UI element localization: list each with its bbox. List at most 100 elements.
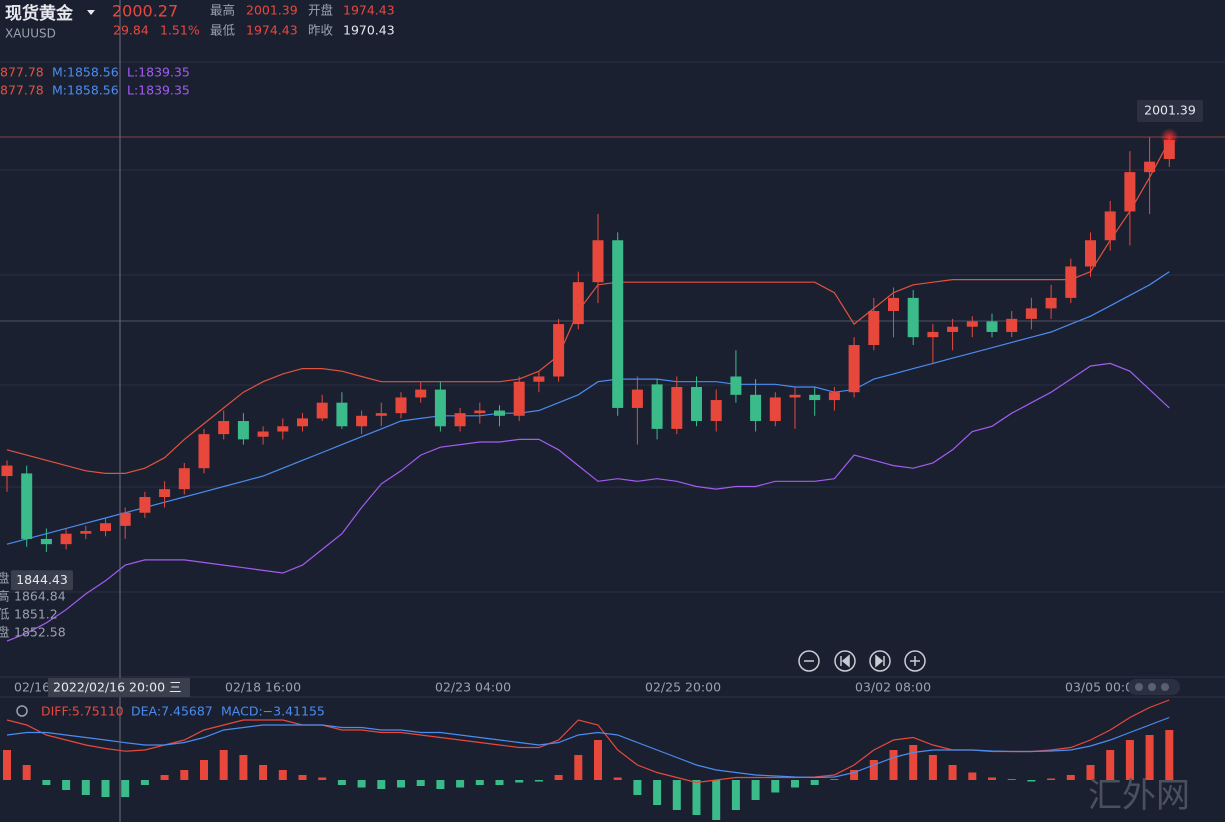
stat-label: 开盘 [308,3,333,18]
candle-body [316,402,328,419]
tooltip-key: 低 [0,607,10,622]
zoom-in[interactable] [904,650,926,672]
scroll-dots[interactable] [1128,679,1180,695]
macd-bar [751,780,760,800]
time-label: 02/16 [14,680,50,695]
macd-bar [653,780,662,805]
boll-upper: 877.78 [0,83,44,98]
candle-body [1025,308,1037,319]
candle-body [80,531,92,534]
macd-bar [988,777,996,780]
macd-bar [1145,735,1154,780]
high-label-box [1137,100,1203,123]
time-label: 02/25 20:00 [645,680,721,695]
macd-bar [219,750,228,780]
candle-body [375,413,387,416]
candle-body [257,431,269,437]
candle-body [1163,139,1175,160]
candle-body [888,297,899,311]
candle-body [395,397,407,414]
macd-bar [160,775,169,780]
stat-value: 2001.39 [246,3,298,18]
macd-bar [869,760,878,780]
step-back[interactable] [834,650,856,672]
candle-body [730,376,742,395]
watermark: 汇外网 [1088,776,1190,816]
candle-body [1006,318,1018,332]
macd-bar [397,780,405,788]
candle-body [966,321,978,327]
macd-bar [3,750,11,780]
macd-bar [948,765,957,780]
crosshair-time: 2022/02/16 20:00 三 [53,680,182,695]
candle-body [710,400,722,422]
macd-bar [337,780,346,785]
boll-upper: 877.78 [0,65,44,80]
macd-bar [475,780,484,785]
macd-bar [377,780,386,789]
macd-bar [357,780,366,788]
dropdown[interactable] [87,10,95,15]
symbol: XAUUSD [5,27,56,41]
macd-bar [278,770,287,780]
candle-body [159,489,171,498]
boll-mid: M:1858.56 [52,83,119,98]
zoom-controls [798,650,926,672]
macd-bar [791,780,799,788]
stat-label: 昨收 [308,23,334,38]
stat-label: 最低 [210,23,236,38]
macd-bar [810,780,819,785]
candle-body [297,418,308,427]
candle-body [769,397,781,422]
tooltip-value: 1864.84 [14,589,66,604]
macd-bar [318,777,327,780]
macd-bar [1165,730,1174,780]
macd-bar [889,750,898,780]
macd-bar [534,780,543,782]
macd-header: DIFF:5.75110 DEA:7.45687 MACD:−3.41155 [16,704,325,719]
candle-body [631,389,643,408]
candle-body [533,376,545,382]
time-label: 02/18 16:00 [225,680,301,695]
boll-line [6,271,1170,545]
candle-body [1,465,13,477]
boll-lower: L:1839.35 [127,83,190,98]
macd-bar [574,755,583,780]
candle-body [986,321,998,332]
boll-lower: L:1839.35 [127,65,190,80]
candle-body [651,384,663,429]
macd-bar [672,780,681,810]
macd-bar [909,745,918,780]
candle-body [592,240,604,283]
macd-bar [121,780,130,798]
macd-bar [594,740,602,780]
candle-body [1124,172,1136,212]
stat-value: 1970.43 [343,23,395,38]
candle-body [139,497,151,513]
candle-body [553,324,565,377]
step-forward[interactable] [869,650,891,672]
macd-bar [515,780,524,783]
dea-label: DEA:7.45687 [131,704,213,719]
zoom-out[interactable] [798,650,820,672]
macd-bar [1027,780,1036,782]
time-label: 03/02 08:00 [855,680,931,695]
candle-body [750,394,762,422]
candle-body [789,394,801,398]
settings-icon[interactable] [16,705,28,717]
instrument-name[interactable]: 现货黄金 [5,3,74,24]
candle-body [40,538,52,545]
macd-bar [850,770,859,780]
crosshair-price: 1844.43 [16,572,68,587]
macd-bar [101,780,110,797]
dot [1135,683,1143,691]
macd-bar [1007,779,1016,780]
candle-body [1144,161,1156,173]
candle-body [218,421,230,435]
macd-line [6,716,1170,779]
candle-body [336,402,348,427]
macd-bar [1086,765,1095,780]
tooltip-key: 盘 [0,571,10,586]
change: 29.84 [113,23,149,38]
